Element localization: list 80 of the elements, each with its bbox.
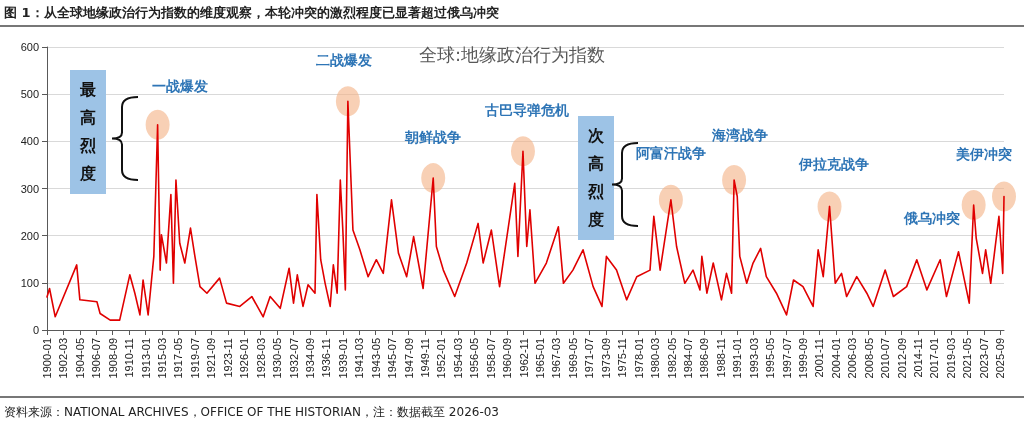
x-tick-label: 1917-05 — [172, 338, 185, 379]
x-tick-label: 1975-11 — [616, 338, 629, 378]
x-tick-label: 1969-05 — [566, 338, 579, 379]
x-tick-label: 1943-05 — [369, 338, 382, 379]
x-tick-label: 2017-01 — [928, 338, 941, 379]
x-tick-label: 1962-11 — [517, 338, 530, 378]
x-tick-label: 2001-11 — [813, 338, 826, 378]
x-tick-label: 2008-05 — [862, 338, 875, 379]
annotation: 伊拉克战争 — [797, 156, 869, 173]
annotation: 最高烈度 — [70, 70, 106, 194]
annotation: 俄乌冲突 — [902, 210, 960, 227]
x-tick-label: 2025-09 — [994, 338, 1007, 379]
x-tick-label: 1921-09 — [205, 338, 218, 379]
annotation: 二战爆发 — [315, 52, 372, 69]
x-tick-label: 1902-03 — [57, 338, 70, 379]
chart-subtitle: 全球:地缘政治行为指数 — [418, 43, 606, 65]
x-tick-label: 1939-01 — [336, 338, 349, 379]
x-tick-label: 1906-07 — [90, 338, 103, 379]
x-tick-label: 1965-01 — [534, 338, 547, 379]
x-tick-label: 1923-11 — [221, 338, 234, 378]
x-tick-label: 1991-01 — [731, 338, 744, 379]
x-tick-label: 2010-07 — [879, 338, 892, 379]
y-tick-label: 200 — [20, 229, 39, 242]
x-tick-label: 1900-01 — [41, 338, 53, 379]
x-tick-label: 1980-03 — [649, 338, 662, 379]
x-tick-label: 1932-07 — [287, 338, 300, 379]
annotation: 一战爆发 — [151, 77, 208, 94]
x-tick-label: 1967-03 — [550, 338, 563, 379]
x-tick-label: 1934-09 — [303, 338, 316, 379]
x-tick-label: 2019-03 — [944, 338, 957, 379]
x-tick-label: 1958-07 — [484, 338, 497, 379]
x-tick-label: 1973-09 — [599, 338, 612, 379]
annotation: 美伊冲突 — [955, 145, 1012, 162]
x-tick-label: 1928-03 — [254, 338, 267, 379]
x-tick-label: 1988-11 — [714, 338, 727, 378]
annotation: 阿富汗战争 — [635, 144, 706, 161]
x-tick-label: 1904-05 — [73, 338, 86, 379]
annotation: 海湾战争 — [711, 127, 769, 144]
x-tick-label: 1993-03 — [747, 338, 760, 379]
x-tick-label: 1910-11 — [123, 338, 136, 378]
x-tick-label: 1984-07 — [681, 338, 694, 379]
x-tick-label: 2012-09 — [895, 338, 908, 379]
x-tick-label: 1930-05 — [271, 338, 284, 379]
x-tick-label: 1926-01 — [238, 338, 251, 379]
x-tick-label: 2023-07 — [977, 338, 990, 379]
x-tick-label: 1913-01 — [139, 338, 152, 379]
y-tick-label: 0 — [32, 324, 39, 336]
x-tick-label: 2014-11 — [912, 338, 925, 378]
chart-title: 图 1：从全球地缘政治行为指数的维度观察，本轮冲突的激烈程度已显著超过俄乌冲突 — [4, 4, 499, 22]
x-tick-label: 1952-01 — [435, 338, 448, 379]
x-tick-label: 1956-05 — [468, 338, 481, 379]
x-tick-label: 1982-05 — [665, 338, 678, 379]
x-tick-label: 1941-03 — [353, 338, 366, 379]
x-tick-label: 1919-07 — [188, 338, 201, 379]
x-tick-label: 2004-01 — [829, 338, 842, 379]
x-tick-label: 1954-03 — [451, 338, 464, 379]
x-tick-label: 2006-03 — [846, 338, 859, 379]
y-tick-label: 600 — [20, 41, 39, 53]
x-tick-label: 1908-09 — [106, 338, 119, 379]
text: 资料来源：NATIONAL ARCHIVES，OFFICE OF THE HISTORIAN，注：数据截至 2026-03 — [4, 404, 499, 421]
y-tick-label: 400 — [20, 135, 39, 148]
x-tick-label: 1986-09 — [698, 338, 711, 379]
x-tick-label: 1995-05 — [764, 338, 777, 379]
x-tick-label: 1997-07 — [780, 338, 793, 379]
x-tick-label: 2021-05 — [961, 338, 974, 379]
annotation: 次高烈度 — [578, 116, 614, 240]
y-tick-label: 300 — [20, 182, 39, 195]
x-tick-label: 1949-11 — [419, 338, 431, 378]
x-tick-label: 1947-09 — [402, 338, 415, 379]
x-tick-label: 1960-09 — [501, 338, 514, 379]
x-tick-label: 1971-07 — [583, 338, 596, 379]
x-tick-label: 1978-01 — [632, 338, 645, 379]
y-tick-label: 500 — [20, 88, 39, 101]
annotation: 朝鲜战争 — [404, 129, 462, 146]
annotation: 古巴导弹危机 — [483, 102, 569, 119]
y-tick-label: 100 — [20, 276, 39, 289]
x-tick-label: 1945-07 — [386, 338, 399, 379]
x-tick-label: 1915-03 — [156, 338, 169, 379]
x-tick-label: 1936-11 — [320, 338, 333, 378]
x-tick-label: 1999-09 — [796, 338, 809, 379]
